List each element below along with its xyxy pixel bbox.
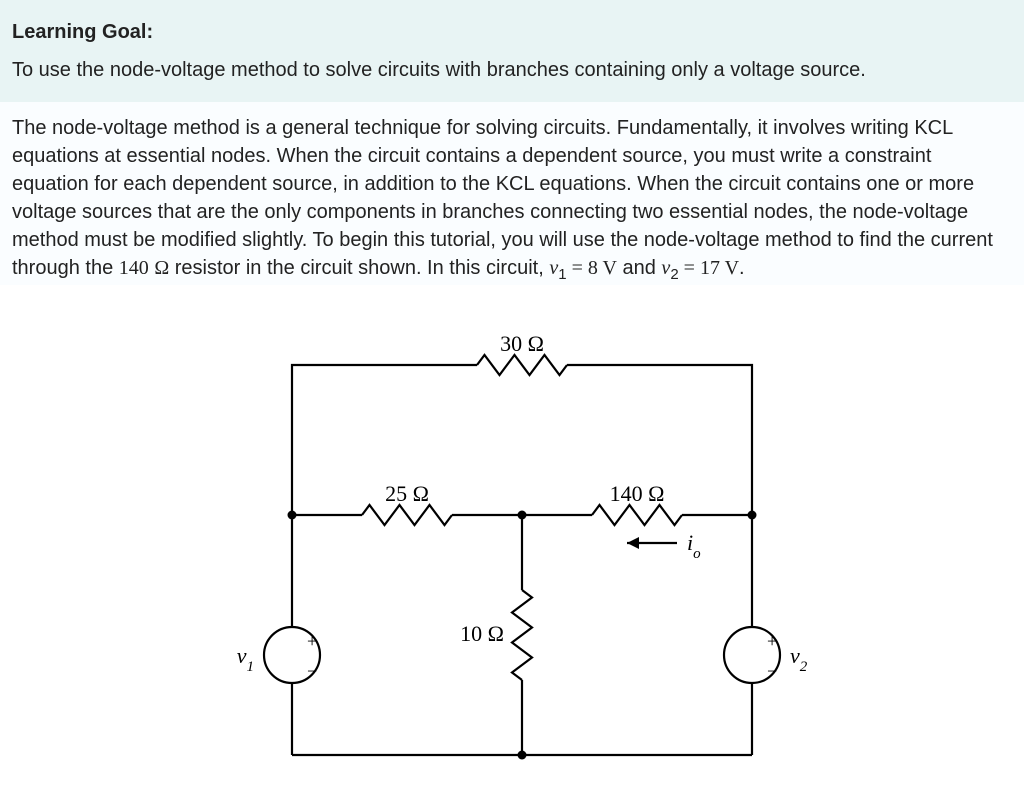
- v2-name: v: [661, 257, 670, 279]
- learning-goal-title: Learning Goal:: [12, 18, 1012, 46]
- learning-goal-text: To use the node-voltage method to solve …: [12, 56, 1012, 84]
- current-arrow-icon: [627, 537, 639, 549]
- label-current: io: [687, 530, 701, 562]
- v2-unit: V: [720, 257, 739, 279]
- label-r-mid: 10 Ω: [460, 621, 504, 646]
- v1-name: v: [549, 257, 558, 279]
- label-r-top: 30 Ω: [500, 331, 544, 356]
- body-end: .: [739, 257, 745, 279]
- body-text-a: The node-voltage method is a general tec…: [12, 117, 993, 279]
- v1-val: 8: [588, 257, 598, 279]
- body-text-b: resistor in the circuit shown. In this c…: [169, 257, 549, 279]
- label-v1: v1: [237, 643, 254, 675]
- v2-val: 17: [700, 257, 720, 279]
- v2-minus: −: [767, 661, 777, 681]
- label-r-right: 140 Ω: [610, 481, 665, 506]
- body-and: and: [617, 257, 661, 279]
- v1-sub: 1: [558, 266, 566, 283]
- v2-plus: +: [767, 631, 777, 651]
- v2-eq: =: [679, 257, 700, 279]
- label-v2: v2: [790, 643, 808, 675]
- label-r-left: 25 Ω: [385, 481, 429, 506]
- learning-goal-block: Learning Goal: To use the node-voltage m…: [0, 0, 1024, 102]
- v2-sub: 2: [670, 266, 678, 283]
- v1-unit: V: [598, 257, 617, 279]
- ohm-symbol: Ω: [154, 257, 169, 279]
- circuit-diagram: 30 Ω25 Ω140 Ωio+−v1+−v210 Ω: [212, 315, 812, 775]
- v1-minus: −: [307, 661, 317, 681]
- target-resistor-value: 140: [119, 257, 149, 279]
- v1-eq: =: [567, 257, 588, 279]
- circuit-diagram-container: 30 Ω25 Ω140 Ωio+−v1+−v210 Ω: [0, 285, 1024, 775]
- v1-plus: +: [307, 631, 317, 651]
- body-paragraph: The node-voltage method is a general tec…: [0, 102, 1024, 285]
